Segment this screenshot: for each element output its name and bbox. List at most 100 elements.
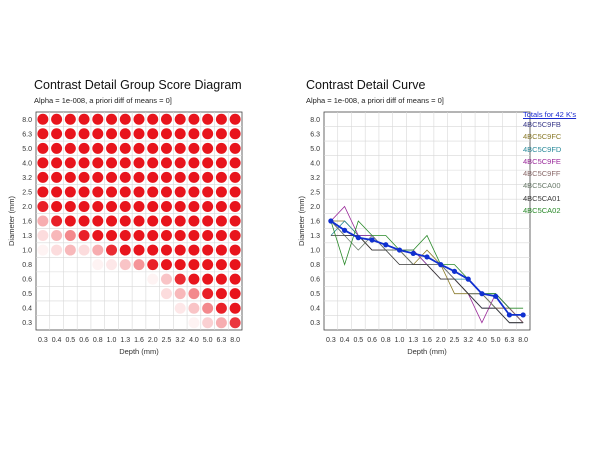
- y-tick-label: 1.6: [310, 219, 320, 226]
- series-point: [451, 268, 458, 274]
- score-dot: [92, 142, 104, 154]
- x-tick-label: 0.4: [52, 337, 62, 344]
- score-dot: [229, 230, 241, 242]
- score-dot: [64, 230, 76, 242]
- y-tick-label: 2.5: [310, 189, 320, 196]
- score-dot: [119, 244, 131, 256]
- score-dot: [37, 230, 49, 242]
- score-dot: [229, 317, 241, 329]
- score-dot: [202, 200, 214, 212]
- score-dot: [174, 273, 186, 285]
- legend-item[interactable]: 4BC5C9FC: [523, 132, 562, 142]
- score-dot: [51, 215, 63, 227]
- score-dot: [133, 244, 145, 256]
- score-dot: [215, 288, 227, 300]
- legend-item[interactable]: 4BC5C9FB: [523, 120, 561, 129]
- legend-item[interactable]: 4BC5C9FF: [523, 169, 561, 179]
- score-dot: [202, 113, 214, 125]
- score-dot: [51, 186, 63, 198]
- y-tick-label: 0.5: [22, 291, 32, 298]
- score-dot: [106, 171, 118, 183]
- score-dot: [215, 186, 227, 198]
- legend-item[interactable]: 4BC5CA00: [523, 181, 561, 191]
- y-tick-label: 2.0: [22, 204, 32, 211]
- y-tick-label: 0.8: [22, 262, 32, 269]
- score-dot: [160, 259, 172, 271]
- score-dot: [229, 171, 241, 183]
- score-dot: [202, 171, 214, 183]
- score-dot: [92, 215, 104, 227]
- score-dot: [133, 230, 145, 242]
- score-dot: [106, 142, 118, 154]
- legend-item[interactable]: 4BC5C9FD: [523, 144, 562, 154]
- score-dot: [51, 171, 63, 183]
- x-tick-label: 1.0: [107, 337, 117, 344]
- score-dot: [202, 259, 214, 271]
- score-dot: [106, 157, 118, 169]
- score-dot: [78, 244, 90, 256]
- y-tick-label: 2.0: [310, 204, 320, 211]
- score-diagram-subtitle: Alpha = 1e-008, a priori diff of means =…: [34, 96, 172, 105]
- score-dot: [147, 200, 159, 212]
- y-tick-label: 0.5: [310, 291, 320, 298]
- legend-item[interactable]: 4BC5CA02: [523, 206, 561, 216]
- score-dot: [147, 273, 159, 285]
- x-axis-label: Depth (mm): [407, 347, 447, 356]
- x-tick-label: 0.6: [79, 337, 89, 344]
- score-dot: [147, 142, 159, 154]
- legend-title-link[interactable]: Totals for 42 K's: [523, 110, 577, 119]
- score-dot: [202, 128, 214, 140]
- score-dot: [188, 171, 200, 183]
- score-dot: [119, 215, 131, 227]
- x-tick-label: 0.8: [93, 337, 103, 344]
- contrast-curve-chart: 8.06.35.04.03.22.52.01.61.31.00.80.60.50…: [297, 111, 531, 356]
- score-dot: [51, 244, 63, 256]
- score-dot: [229, 244, 241, 256]
- score-dot: [78, 200, 90, 212]
- score-dot: [174, 288, 186, 300]
- x-tick-label: 2.0: [436, 337, 446, 344]
- score-dot: [215, 244, 227, 256]
- x-tick-label: 1.6: [422, 337, 432, 344]
- contrast-curve-title: Contrast Detail Curve: [306, 78, 426, 92]
- score-dot: [119, 113, 131, 125]
- score-dot: [229, 259, 241, 271]
- score-dot: [37, 215, 49, 227]
- score-dot: [202, 215, 214, 227]
- score-dot: [51, 128, 63, 140]
- legend-item[interactable]: 4BC5CA01: [523, 193, 561, 203]
- score-dot: [106, 128, 118, 140]
- score-dot: [174, 215, 186, 227]
- score-dot: [160, 200, 172, 212]
- series-point: [506, 312, 512, 318]
- score-dot: [188, 186, 200, 198]
- series-point: [479, 291, 485, 297]
- legend-item[interactable]: 4BC5C9FE: [523, 156, 561, 166]
- score-dot: [229, 142, 241, 154]
- x-tick-label: 0.3: [38, 337, 48, 344]
- x-tick-label: 0.5: [65, 337, 75, 344]
- score-dot: [160, 244, 172, 256]
- y-tick-label: 1.3: [22, 233, 32, 240]
- score-dot: [78, 157, 90, 169]
- score-dot: [37, 200, 49, 212]
- score-dot: [51, 230, 63, 242]
- score-dot: [119, 171, 131, 183]
- series-point: [369, 237, 375, 243]
- score-dot: [106, 186, 118, 198]
- score-dot: [160, 157, 172, 169]
- y-tick-label: 4.0: [22, 160, 32, 167]
- x-axis-label: Depth (mm): [119, 347, 159, 356]
- score-dot: [106, 259, 118, 271]
- score-dot: [37, 171, 49, 183]
- score-dot: [64, 186, 76, 198]
- score-dot: [119, 230, 131, 242]
- x-tick-label: 1.0: [395, 337, 405, 344]
- score-dot: [64, 200, 76, 212]
- score-dot: [37, 244, 49, 256]
- score-dot: [92, 171, 104, 183]
- x-tick-label: 8.0: [518, 337, 528, 344]
- score-dot: [202, 186, 214, 198]
- x-tick-label: 0.5: [353, 337, 363, 344]
- y-tick-label: 1.0: [310, 248, 320, 255]
